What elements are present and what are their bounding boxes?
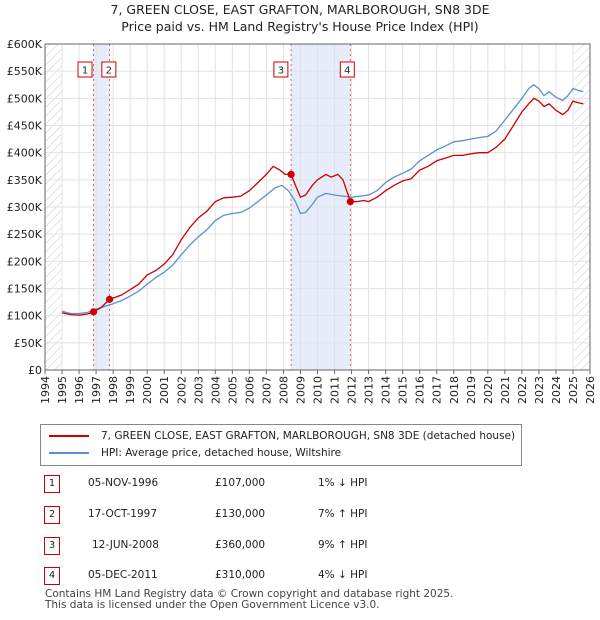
chart-subtitle: Price paid vs. HM Land Registry's House … xyxy=(121,19,479,34)
sale-point xyxy=(287,170,295,178)
x-tick-label: 1998 xyxy=(107,376,120,404)
y-tick-label: £450K xyxy=(7,120,43,133)
y-tick-label: £100K xyxy=(7,310,43,323)
legend-label-property: 7, GREEN CLOSE, EAST GRAFTON, MARLBOROUG… xyxy=(101,430,516,442)
transaction-hpi: 1% ↓ HPI xyxy=(318,477,368,489)
transaction-date: 05-NOV-1996 xyxy=(88,477,159,489)
x-tick-label: 2002 xyxy=(175,376,188,404)
legend-label-hpi: HPI: Average price, detached house, Wilt… xyxy=(101,447,342,459)
x-tick-label: 2016 xyxy=(414,376,427,404)
sale-label: 1 xyxy=(82,66,88,77)
x-tick-label: 2004 xyxy=(209,376,222,404)
transaction-row: 2 17-OCT-1997 £130,000 7% ↑ HPI xyxy=(40,506,580,526)
y-tick-label: £200K xyxy=(7,255,43,268)
y-tick-label: £350K xyxy=(7,174,43,187)
y-tick-label: £550K xyxy=(7,65,43,78)
legend-item-hpi: HPI: Average price, detached house, Wilt… xyxy=(49,445,341,461)
x-tick-label: 2015 xyxy=(397,376,410,404)
y-tick-label: £600K xyxy=(7,38,43,51)
transaction-price: £360,000 xyxy=(215,539,266,551)
transaction-price: £107,000 xyxy=(215,477,266,489)
sale-point xyxy=(105,295,114,303)
x-tick-label: 2000 xyxy=(141,376,154,404)
x-tick-label: 2001 xyxy=(158,376,171,404)
transaction-row: 1 05-NOV-1996 £107,000 1% ↓ HPI xyxy=(40,475,580,495)
x-tick-label: 2005 xyxy=(226,376,239,404)
x-tick-label: 1994 xyxy=(39,376,52,404)
sale-point xyxy=(89,308,98,316)
sale-label: 4 xyxy=(344,66,350,77)
transaction-date: 12-JUN-2008 xyxy=(92,539,159,551)
transaction-hpi: 7% ↑ HPI xyxy=(318,508,368,520)
x-tick-label: 2019 xyxy=(465,376,478,404)
sale-label-box xyxy=(273,61,289,78)
sale-label-box xyxy=(339,61,355,78)
x-tick-label: 2023 xyxy=(533,376,546,404)
transaction-price: £130,000 xyxy=(215,508,266,520)
x-tick-label: 2007 xyxy=(260,376,273,404)
x-tick-label: 2022 xyxy=(516,376,529,404)
sale-point xyxy=(346,197,354,206)
x-tick-label: 2017 xyxy=(431,376,444,404)
x-tick-label: 1995 xyxy=(56,376,69,404)
y-tick-label: £50K xyxy=(14,337,43,350)
y-tick-label: £300K xyxy=(7,201,43,214)
transaction-date: 17-OCT-1997 xyxy=(88,508,157,520)
sale-label: 3 xyxy=(278,66,284,77)
x-tick-label: 2024 xyxy=(550,376,563,404)
x-tick-label: 2010 xyxy=(312,376,325,404)
x-tick-label: 2008 xyxy=(277,376,290,404)
x-tick-label: 2006 xyxy=(243,376,256,404)
transaction-row: 3 12-JUN-2008 £360,000 9% ↑ HPI xyxy=(40,537,580,557)
footer: Contains HM Land Registry data © Crown c… xyxy=(45,589,453,611)
series-line xyxy=(61,97,584,316)
transaction-badge: 1 xyxy=(44,475,60,493)
transaction-badge: 4 xyxy=(44,567,60,585)
sale-label: 2 xyxy=(106,66,112,77)
sale-label-box xyxy=(77,61,93,78)
footer-licence: This data is licensed under the Open Gov… xyxy=(45,599,380,611)
x-tick-label: 2025 xyxy=(567,376,580,404)
x-tick-label: 2014 xyxy=(380,376,393,404)
price-chart: 1 2 3 4 £0 £50K £100K £150K £200K £250K £300K £350… xyxy=(7,38,597,404)
y-tick-label: £0 xyxy=(28,364,42,377)
sale-label-box xyxy=(101,61,117,78)
x-tick-label: 2003 xyxy=(192,376,205,404)
transaction-hpi: 4% ↓ HPI xyxy=(318,569,368,581)
transaction-price: £310,000 xyxy=(215,569,266,581)
x-tick-label: 2011 xyxy=(329,376,342,404)
transaction-hpi: 9% ↑ HPI xyxy=(318,539,368,551)
x-tick-label: 2026 xyxy=(584,376,597,404)
y-tick-label: £150K xyxy=(7,283,43,296)
y-tick-label: £500K xyxy=(7,92,43,105)
x-tick-label: 1999 xyxy=(124,376,137,404)
chart-title: 7, GREEN CLOSE, EAST GRAFTON, MARLBOROUG… xyxy=(110,2,490,17)
x-tick-label: 2012 xyxy=(346,376,359,404)
legend-swatch-blue xyxy=(49,452,89,454)
series-line xyxy=(61,84,584,315)
legend: 7, GREEN CLOSE, EAST GRAFTON, MARLBOROUG… xyxy=(40,424,522,466)
legend-item-property: 7, GREEN CLOSE, EAST GRAFTON, MARLBOROUG… xyxy=(49,428,515,444)
x-tick-label: 1996 xyxy=(73,376,86,404)
transaction-row: 4 05-DEC-2011 £310,000 4% ↓ HPI xyxy=(40,567,580,587)
x-tick-label: 2020 xyxy=(482,376,495,404)
x-tick-label: 1997 xyxy=(90,376,103,404)
transaction-date: 05-DEC-2011 xyxy=(88,569,158,581)
transaction-badge: 3 xyxy=(44,537,60,555)
x-tick-label: 2009 xyxy=(294,376,307,404)
x-tick-label: 2018 xyxy=(448,376,461,404)
x-tick-label: 2021 xyxy=(499,376,512,404)
transaction-badge: 2 xyxy=(44,506,60,524)
x-tick-label: 2013 xyxy=(363,376,376,404)
y-tick-label: £250K xyxy=(7,228,43,241)
footer-copyright: Contains HM Land Registry data © Crown c… xyxy=(45,588,454,600)
legend-swatch-red xyxy=(49,435,89,437)
y-tick-label: £400K xyxy=(7,147,43,160)
